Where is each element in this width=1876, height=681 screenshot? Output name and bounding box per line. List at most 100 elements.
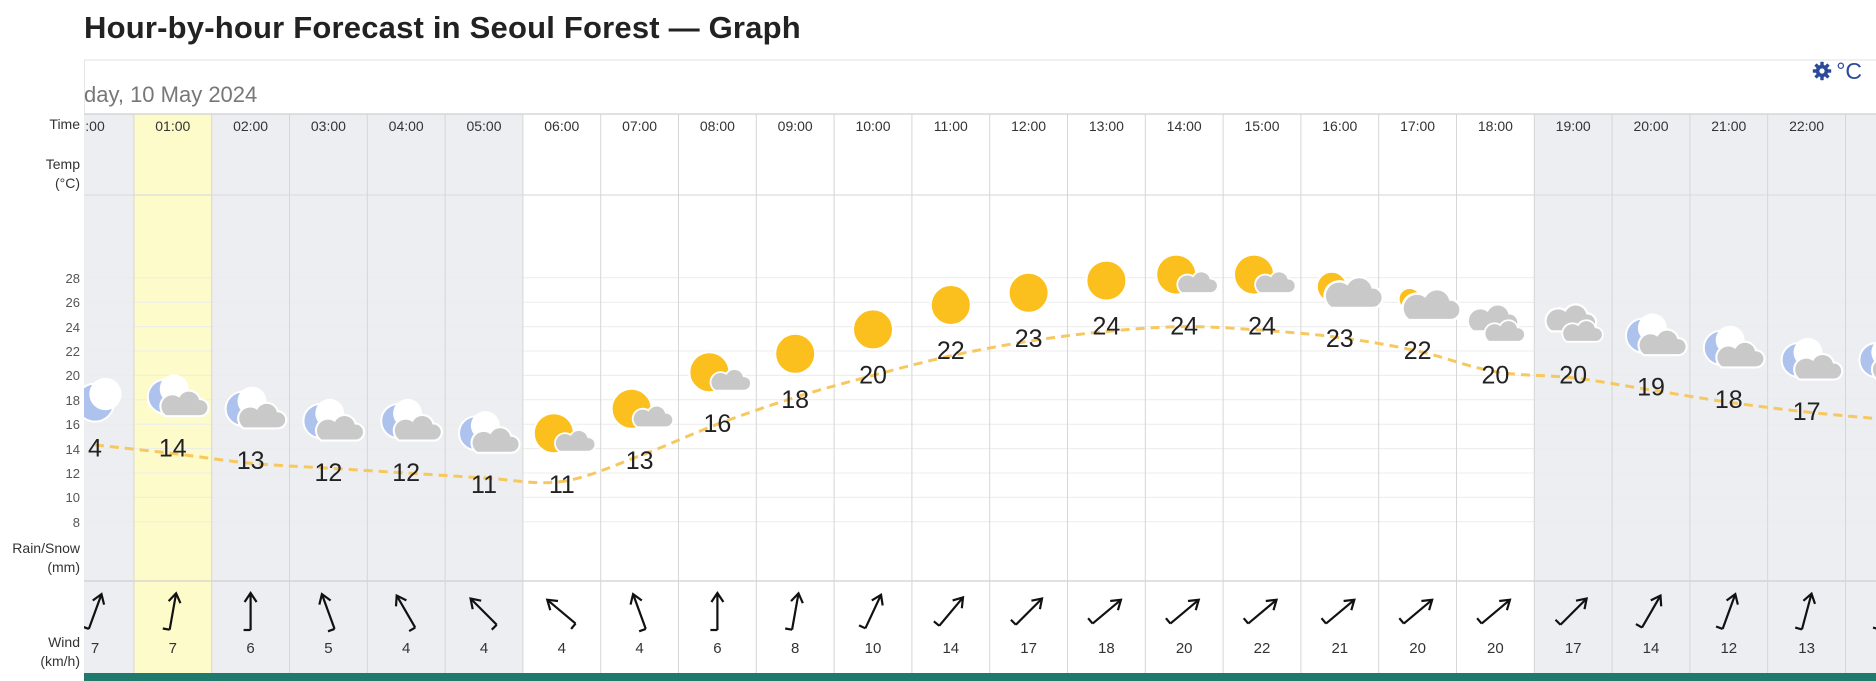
sun-cloud-icon [1233, 253, 1297, 296]
y-tick-label: 22 [65, 344, 80, 359]
time-label: :00 [85, 118, 105, 134]
wind-speed-label: 10 [865, 640, 882, 657]
sun-cloud-icon [1315, 270, 1385, 310]
time-label: 13:00 [1089, 118, 1124, 134]
wind-arrow-icon [1794, 591, 1817, 631]
temp-label: 12 [392, 459, 420, 487]
wind-speed-label: 4 [402, 640, 410, 657]
time-label: 21:00 [1711, 118, 1746, 134]
wind-speed-label: 20 [1409, 640, 1426, 657]
temp-label: 24 [1170, 313, 1198, 341]
wind-speed-label: 7 [91, 640, 99, 657]
sun-cloud-icon [610, 387, 675, 430]
rain-row-label: Rain/Snow [12, 540, 80, 556]
time-row-label: Time [49, 116, 80, 132]
temp-label: 18 [781, 386, 809, 414]
temp-label: 20 [1481, 361, 1509, 389]
sun-icon [929, 284, 972, 326]
wind-speed-label: 12 [1720, 640, 1737, 657]
wind-arrow-icon [1010, 597, 1044, 626]
row-labels: Time Temp (°C) Rain/Snow (mm) Wind (km/h… [0, 0, 84, 681]
temp-label: 22 [1404, 337, 1432, 365]
time-label: 08:00 [700, 118, 735, 134]
wind-speed-label: 18 [1098, 640, 1115, 657]
time-label: 12:00 [1011, 118, 1046, 134]
temp-label: 22 [937, 337, 965, 365]
y-tick-label: 28 [65, 270, 80, 286]
sun-cloud-icon [1155, 253, 1219, 296]
time-label: 17:00 [1400, 118, 1435, 134]
feels-like-line [94, 325, 1876, 485]
temp-label: 4 [88, 435, 102, 463]
wind-speed-label: 13 [1798, 640, 1815, 657]
time-label: 03:00 [311, 118, 346, 134]
wind-arrow-icon [1554, 597, 1589, 626]
bottom-bar [84, 673, 1876, 681]
wind-speed-label: 4 [635, 640, 643, 657]
wind-arrow-icon [318, 592, 336, 633]
wind-speed-label: 6 [246, 640, 254, 657]
temp-label: 12 [314, 459, 342, 487]
time-label: 15:00 [1244, 118, 1279, 134]
time-label: 09:00 [778, 118, 813, 134]
moon-cloud-icon [1858, 341, 1876, 380]
temp-label: 13 [626, 447, 654, 475]
temp-label: 18 [1715, 386, 1743, 414]
temp-label: 11 [471, 471, 497, 499]
time-label: 11:00 [934, 118, 968, 134]
night-column-bg [1534, 114, 1613, 673]
y-tick-label: 16 [65, 417, 80, 433]
time-label: 20:00 [1633, 118, 1668, 134]
unit-label: °C [1836, 57, 1862, 84]
time-label: 19:00 [1556, 118, 1591, 134]
time-label: 05:00 [466, 118, 501, 134]
sun-icon [774, 332, 817, 375]
y-tick-label: 20 [65, 368, 80, 384]
night-column-bg [289, 114, 368, 673]
sun-icon [852, 308, 894, 351]
wind-speed-label: 7 [169, 640, 177, 657]
wind-speed-label: 20 [1487, 640, 1504, 657]
temp-label: 20 [859, 361, 887, 389]
date-label: day, 10 May 2024 [84, 82, 258, 107]
y-tick-label: 12 [65, 466, 80, 481]
wind-unit-label: (km/h) [40, 653, 80, 669]
clouds-icon [1544, 303, 1604, 343]
night-column-bg [1767, 114, 1846, 673]
wind-arrow-icon [933, 595, 965, 627]
time-label: 06:00 [544, 118, 579, 134]
clouds-icon [1466, 303, 1526, 343]
unit-toggle[interactable]: °C [1812, 56, 1862, 86]
wind-arrow-icon [1242, 598, 1279, 625]
temp-label: 17 [1793, 398, 1821, 426]
wind-arrow-icon [394, 593, 417, 633]
moon-cloud-icon [1625, 313, 1688, 357]
wind-arrow-icon [545, 598, 577, 630]
wind-speed-label: 17 [1565, 640, 1582, 657]
wind-arrow-icon [1398, 598, 1434, 625]
temp-label: 14 [159, 435, 187, 463]
wind-speed-label: 21 [1331, 640, 1348, 657]
time-label: 04:00 [389, 118, 424, 134]
wind-speed-label: 4 [480, 640, 488, 657]
temp-label: 11 [549, 471, 575, 499]
gear-icon [1812, 61, 1832, 81]
wind-arrow-icon [1715, 592, 1739, 630]
wind-arrow-icon [162, 591, 182, 631]
time-label: 16:00 [1322, 118, 1357, 134]
wind-arrow-icon [1320, 598, 1356, 625]
y-tick-label: 10 [65, 490, 80, 506]
moon-cloud-icon [302, 398, 366, 442]
wind-arrow-icon [1872, 626, 1876, 631]
temp-label: 13 [237, 447, 265, 475]
wind-arrow-icon [1635, 593, 1663, 629]
temp-label: 23 [1015, 325, 1043, 353]
y-tick-label: 8 [72, 514, 80, 530]
y-tick-label: 24 [65, 319, 80, 335]
wind-arrow-icon [858, 592, 884, 630]
moon-cloud-icon [1702, 325, 1766, 369]
y-tick-label: 14 [65, 441, 80, 457]
night-column-bg [445, 114, 523, 673]
wind-arrow-icon [629, 592, 647, 633]
